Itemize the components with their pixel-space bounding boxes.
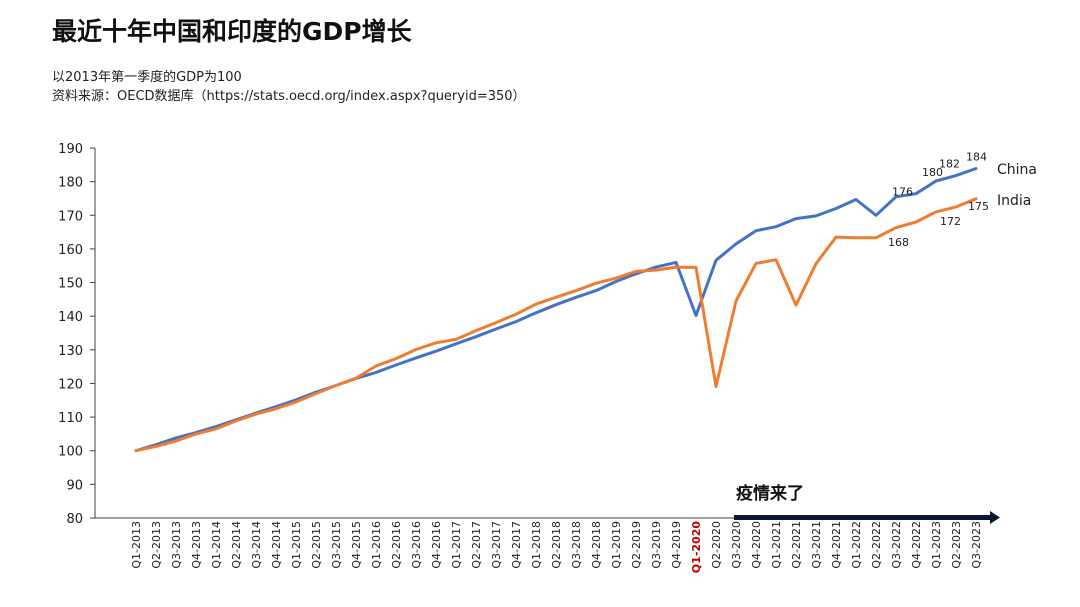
series-line-india: [134, 197, 978, 453]
pandemic-arrow-bar: [734, 515, 990, 520]
x-tick-label: Q1-2013: [130, 521, 143, 569]
x-tick-label: Q1-2018: [530, 521, 543, 569]
x-tick-label: Q3-2017: [490, 521, 503, 569]
x-tick-label: Q2-2020: [710, 521, 723, 569]
x-tick-label: Q1-2017: [450, 521, 463, 569]
x-tick-label: Q3-2016: [410, 521, 423, 569]
x-tick-label: Q1-2023: [930, 521, 943, 569]
series-name-india: India: [997, 193, 1031, 209]
x-tick-label: Q1-2014: [210, 521, 223, 569]
x-tick-label: Q3-2022: [890, 521, 903, 569]
x-tick-label: Q1-2020: [690, 521, 703, 574]
x-tick-label: Q3-2023: [970, 521, 983, 569]
x-tick-label: Q4-2014: [270, 521, 283, 569]
x-tick-label: Q1-2022: [850, 521, 863, 569]
data-label: 182: [939, 158, 960, 171]
chart-subtitle: 以2013年第一季度的GDP为100: [52, 70, 242, 85]
x-tick-label: Q2-2019: [630, 521, 643, 569]
x-tick-label: Q4-2015: [350, 521, 363, 569]
y-tick-label: 170: [58, 209, 83, 224]
y-tick-label: 190: [58, 142, 83, 157]
x-tick-label: Q4-2016: [430, 521, 443, 569]
x-tick-label: Q1-2015: [290, 521, 303, 569]
y-tick-label: 160: [58, 243, 83, 258]
data-label: 176: [892, 186, 913, 199]
x-tick-label: Q4-2018: [590, 521, 603, 569]
y-tick-label: 100: [58, 445, 83, 460]
x-tick-label: Q2-2014: [230, 521, 243, 569]
x-tick-label: Q4-2020: [750, 521, 763, 569]
x-tick-label: Q3-2013: [170, 521, 183, 569]
x-tick-label: Q2-2022: [870, 521, 883, 569]
data-label: 175: [968, 200, 989, 213]
y-tick-label: 130: [58, 344, 83, 359]
x-tick-label: Q4-2017: [510, 521, 523, 569]
x-tick-label: Q2-2018: [550, 521, 563, 569]
data-label: 172: [940, 215, 961, 228]
y-tick-label: 150: [58, 277, 83, 292]
x-tick-label: Q2-2021: [790, 521, 803, 569]
x-tick-label: Q2-2016: [390, 521, 403, 569]
x-tick-label: Q2-2017: [470, 521, 483, 569]
pandemic-annotation: 疫情来了: [736, 483, 804, 504]
y-tick-label: 120: [58, 377, 83, 392]
x-tick-label: Q1-2016: [370, 521, 383, 569]
y-tick-label: 140: [58, 310, 83, 325]
data-label: 180: [922, 166, 943, 179]
x-tick-label: Q4-2019: [670, 521, 683, 569]
y-tick-label: 110: [58, 411, 83, 426]
y-tick-label: 80: [66, 512, 83, 527]
data-label: 168: [888, 236, 909, 249]
chart-title: 最近十年中国和印度的GDP增长: [52, 17, 412, 46]
x-tick-label: Q2-2013: [150, 521, 163, 569]
x-tick-label: Q3-2021: [810, 521, 823, 569]
chart-source: 资料来源：OECD数据库（https://stats.oecd.org/inde…: [52, 89, 526, 104]
x-tick-label: Q4-2022: [910, 521, 923, 569]
x-tick-label: Q3-2019: [650, 521, 663, 569]
series-name-china: China: [997, 162, 1037, 178]
data-label: 184: [966, 151, 987, 164]
x-tick-label: Q2-2023: [950, 521, 963, 569]
x-tick-label: Q2-2015: [310, 521, 323, 569]
y-tick-label: 180: [58, 176, 83, 191]
x-tick-label: Q3-2018: [570, 521, 583, 569]
series-line-china: [134, 167, 978, 453]
pandemic-arrow-head: [990, 511, 1000, 524]
x-tick-label: Q3-2020: [730, 521, 743, 569]
x-tick-label: Q3-2014: [250, 521, 263, 569]
x-tick-label: Q4-2013: [190, 521, 203, 569]
x-tick-label: Q4-2021: [830, 521, 843, 569]
x-tick-label: Q1-2021: [770, 521, 783, 569]
x-tick-label: Q3-2015: [330, 521, 343, 569]
x-tick-label: Q1-2019: [610, 521, 623, 569]
y-tick-label: 90: [66, 478, 83, 493]
